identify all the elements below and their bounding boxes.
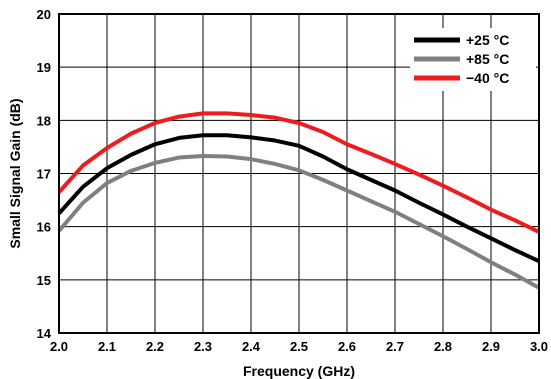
y-tick-label: 18 <box>37 113 51 128</box>
y-tick-label: 20 <box>37 7 51 22</box>
legend-label-2: −40 °C <box>466 70 509 86</box>
y-tick-label: 19 <box>37 60 51 75</box>
x-axis-label: Frequency (GHz) <box>243 363 355 379</box>
series-line-1 <box>57 153 540 290</box>
x-tick-label: 2.2 <box>146 339 164 354</box>
legend-label-0: +25 °C <box>466 32 509 48</box>
x-tick-label: 2.8 <box>434 339 452 354</box>
x-tick-label: 2.0 <box>50 339 68 354</box>
legend: +25 °C +85 °C −40 °C <box>410 28 536 91</box>
y-axis-label: Small Signal Gain (dB) <box>7 98 23 248</box>
x-tick-label: 2.5 <box>290 339 308 354</box>
y-tick-label: 14 <box>37 326 52 341</box>
x-tick-label: 2.3 <box>194 339 212 354</box>
y-tick-labels: 14 15 16 17 18 19 20 <box>37 7 52 341</box>
x-tick-label: 2.6 <box>338 339 356 354</box>
x-tick-label: 3.0 <box>530 339 548 354</box>
series-line-2 <box>57 111 540 234</box>
y-tick-label: 16 <box>37 220 51 235</box>
series-lines <box>57 111 540 290</box>
y-tick-label: 15 <box>37 273 51 288</box>
plot-frame <box>58 13 540 334</box>
x-tick-label: 2.1 <box>98 339 116 354</box>
series-line-0 <box>57 133 540 264</box>
x-tick-label: 2.4 <box>242 339 261 354</box>
y-tick-label: 17 <box>37 167 51 182</box>
x-tick-label: 2.7 <box>386 339 404 354</box>
x-tick-label: 2.9 <box>482 339 500 354</box>
legend-label-1: +85 °C <box>466 51 509 67</box>
x-tick-labels: 2.0 2.1 2.2 2.3 2.4 2.5 2.6 2.7 2.8 2.9 3.0 <box>50 339 548 354</box>
